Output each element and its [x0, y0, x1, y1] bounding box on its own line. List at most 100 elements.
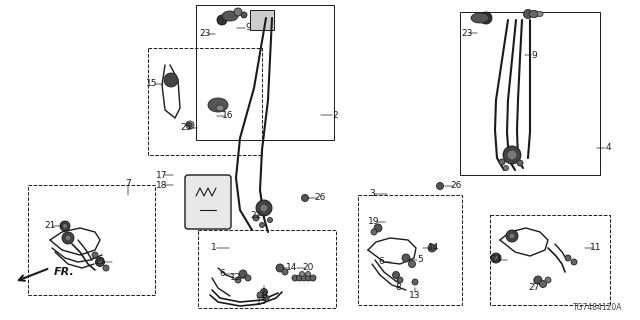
Bar — [28, 185, 155, 295]
Text: 25: 25 — [180, 124, 192, 132]
Circle shape — [63, 223, 67, 228]
Circle shape — [509, 233, 515, 239]
Text: 9: 9 — [531, 51, 537, 60]
Circle shape — [263, 295, 269, 301]
Circle shape — [234, 8, 242, 16]
Ellipse shape — [208, 98, 228, 112]
Text: 13: 13 — [409, 291, 420, 300]
Circle shape — [493, 255, 499, 260]
Circle shape — [408, 260, 415, 268]
Text: 10: 10 — [94, 258, 106, 267]
Circle shape — [65, 235, 71, 241]
Text: 7: 7 — [125, 179, 131, 188]
Circle shape — [545, 277, 551, 283]
Circle shape — [310, 275, 316, 281]
Circle shape — [524, 10, 532, 19]
Text: FR.: FR. — [54, 267, 75, 277]
Circle shape — [260, 289, 268, 295]
Circle shape — [253, 215, 259, 221]
Bar — [148, 48, 262, 155]
Text: 14: 14 — [428, 244, 440, 252]
Circle shape — [491, 253, 501, 263]
Circle shape — [92, 252, 98, 258]
Bar — [490, 215, 610, 305]
Bar — [196, 5, 334, 140]
Text: 3: 3 — [369, 189, 375, 198]
Text: 26: 26 — [451, 181, 461, 190]
Circle shape — [282, 269, 288, 275]
Text: 13: 13 — [256, 298, 268, 307]
Bar — [358, 195, 462, 305]
Text: 12: 12 — [230, 274, 242, 283]
Circle shape — [186, 121, 194, 129]
Circle shape — [239, 270, 247, 278]
Circle shape — [259, 222, 264, 228]
Text: TG7484120A: TG7484120A — [573, 303, 622, 312]
Text: 22: 22 — [250, 211, 262, 220]
Text: 8: 8 — [261, 291, 267, 300]
Circle shape — [301, 195, 308, 202]
FancyBboxPatch shape — [185, 175, 231, 229]
Circle shape — [276, 264, 284, 272]
Circle shape — [256, 200, 272, 216]
Circle shape — [503, 146, 521, 164]
Circle shape — [305, 271, 310, 276]
Circle shape — [504, 165, 509, 171]
Circle shape — [95, 258, 104, 267]
Ellipse shape — [529, 11, 539, 18]
Ellipse shape — [537, 12, 543, 17]
Text: 11: 11 — [590, 244, 602, 252]
Text: 21: 21 — [44, 221, 56, 230]
Ellipse shape — [222, 11, 238, 21]
Text: 8: 8 — [395, 284, 401, 292]
Circle shape — [186, 122, 190, 126]
Circle shape — [499, 159, 505, 165]
Circle shape — [412, 279, 418, 285]
Circle shape — [188, 123, 192, 127]
Circle shape — [571, 259, 577, 265]
Circle shape — [245, 275, 251, 281]
Text: 16: 16 — [222, 111, 234, 121]
Circle shape — [392, 271, 399, 278]
Circle shape — [301, 275, 307, 281]
Text: 1: 1 — [211, 244, 217, 252]
Text: 27: 27 — [528, 284, 540, 292]
Text: 6: 6 — [219, 269, 225, 278]
Circle shape — [534, 276, 542, 284]
Circle shape — [397, 277, 403, 283]
Circle shape — [260, 204, 268, 212]
Circle shape — [402, 254, 410, 262]
Circle shape — [164, 73, 178, 87]
Circle shape — [371, 229, 377, 235]
Text: 2: 2 — [332, 110, 338, 119]
Circle shape — [268, 218, 273, 222]
Circle shape — [257, 292, 263, 298]
Text: 24: 24 — [490, 255, 502, 265]
Text: 18: 18 — [156, 180, 168, 189]
Text: 4: 4 — [605, 143, 611, 153]
Ellipse shape — [471, 13, 489, 23]
Circle shape — [436, 182, 444, 189]
Circle shape — [296, 275, 303, 281]
Text: 17: 17 — [156, 171, 168, 180]
Ellipse shape — [216, 105, 224, 111]
Text: 14: 14 — [286, 263, 298, 273]
Circle shape — [62, 232, 74, 244]
Circle shape — [565, 255, 571, 261]
Circle shape — [428, 244, 436, 252]
Text: 26: 26 — [314, 194, 326, 203]
Bar — [460, 12, 600, 175]
Circle shape — [292, 275, 298, 281]
Text: 6: 6 — [378, 258, 384, 267]
Text: 23: 23 — [199, 29, 211, 38]
Circle shape — [60, 221, 70, 231]
Circle shape — [506, 230, 518, 242]
Text: 5: 5 — [417, 255, 423, 265]
Text: 23: 23 — [461, 28, 473, 37]
Circle shape — [374, 224, 382, 232]
Circle shape — [507, 150, 517, 160]
Text: 9: 9 — [245, 23, 251, 33]
Circle shape — [103, 265, 109, 271]
Text: 15: 15 — [147, 79, 157, 89]
Circle shape — [300, 271, 305, 276]
